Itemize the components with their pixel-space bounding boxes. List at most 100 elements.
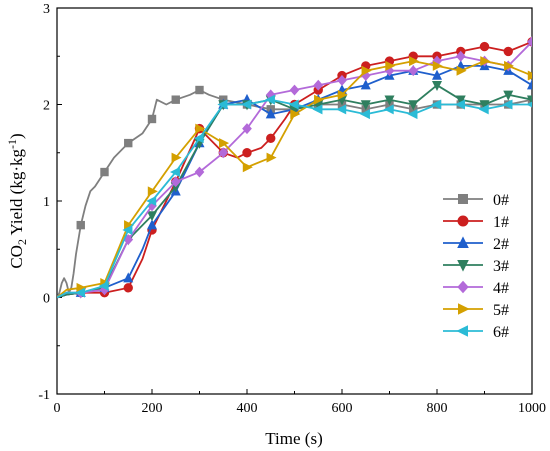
data-point-marker: [265, 108, 276, 119]
x-tick-label: 400: [237, 401, 258, 416]
data-point-marker: [170, 176, 181, 188]
y-tick-label: -1: [38, 388, 50, 403]
legend-item: 3#: [443, 258, 509, 275]
legend-label: 1#: [493, 214, 509, 231]
data-point-marker: [527, 70, 532, 81]
data-point-marker: [455, 95, 466, 106]
data-point-marker: [266, 133, 276, 143]
data-point-marker: [193, 133, 204, 144]
data-point-marker: [383, 104, 394, 115]
data-point-marker: [431, 69, 443, 80]
data-point-marker: [242, 162, 253, 173]
data-point-marker: [408, 100, 419, 111]
data-point-marker: [147, 186, 158, 197]
data-point-marker: [266, 152, 277, 163]
legend-item: 0#: [443, 192, 509, 209]
data-point-marker: [479, 41, 490, 52]
legend-label: 4#: [493, 280, 509, 297]
data-point-marker: [527, 36, 532, 48]
data-point-marker: [218, 147, 229, 159]
data-point-marker: [479, 100, 490, 111]
data-point-marker: [431, 99, 442, 110]
data-point-marker: [385, 60, 396, 71]
data-point-marker: [217, 99, 228, 110]
data-point-marker: [171, 95, 180, 104]
data-point-marker: [502, 99, 513, 110]
data-point-marker: [100, 167, 109, 177]
series-line: [57, 60, 532, 299]
data-point-marker: [359, 109, 370, 120]
data-point-marker: [360, 100, 371, 111]
data-point-marker: [457, 280, 469, 294]
data-point-marker: [337, 74, 347, 86]
data-point-marker: [361, 65, 372, 76]
data-point-marker: [290, 109, 301, 120]
data-point-marker: [407, 109, 418, 120]
data-point-marker: [457, 215, 469, 227]
data-point-marker: [288, 99, 299, 110]
legend: 0# 1# 2# 3# 4# 5# 6#: [443, 192, 509, 341]
data-point-marker: [454, 99, 465, 110]
data-point-marker: [76, 220, 85, 230]
data-point-marker: [409, 56, 420, 67]
x-tick-label: 200: [142, 401, 163, 416]
data-point-marker: [195, 123, 206, 134]
data-point-marker: [431, 81, 443, 92]
series-5: [57, 56, 532, 299]
data-point-marker: [457, 236, 469, 248]
data-point-marker: [458, 303, 470, 315]
legend-item: 2#: [443, 236, 509, 253]
data-point-marker: [146, 195, 157, 207]
series-1: [57, 37, 532, 299]
data-point-marker: [194, 166, 205, 178]
series-4: [57, 36, 532, 299]
x-axis-title: Time (s): [265, 429, 322, 448]
data-point-marker: [314, 94, 325, 105]
y-tick-label: 1: [43, 195, 50, 210]
data-point-marker: [455, 50, 466, 62]
x-tick-label: 600: [332, 401, 353, 416]
data-point-marker: [98, 280, 109, 291]
data-point-marker: [480, 56, 491, 67]
data-point-marker: [360, 79, 371, 90]
data-point-marker: [312, 104, 323, 115]
legend-label: 6#: [493, 324, 509, 341]
data-point-marker: [124, 138, 133, 148]
data-point-marker: [313, 79, 324, 91]
series-line: [57, 40, 532, 299]
data-point-marker: [264, 94, 275, 105]
y-axis-title: CO2 Yield (kg·kg-1): [5, 133, 29, 268]
data-point-marker: [241, 99, 252, 110]
data-point-marker: [456, 65, 467, 76]
data-point-marker: [503, 90, 514, 101]
data-point-marker: [123, 283, 133, 293]
x-tick-label: 1000: [518, 401, 546, 416]
legend-item: 5#: [443, 302, 509, 319]
data-point-marker: [289, 84, 300, 96]
data-point-marker: [432, 60, 443, 71]
x-tick-label: 800: [427, 401, 448, 416]
data-point-marker: [337, 89, 348, 100]
data-point-marker: [146, 219, 158, 230]
data-point-marker: [526, 79, 532, 90]
data-point-marker: [171, 152, 182, 163]
data-point-marker: [147, 114, 157, 124]
data-point-marker: [458, 194, 468, 204]
legend-label: 2#: [493, 236, 509, 253]
data-point-marker: [146, 211, 158, 222]
data-point-marker: [242, 123, 252, 135]
data-point-marker: [219, 138, 230, 149]
legend-item: 1#: [443, 214, 509, 231]
data-point-marker: [74, 287, 85, 298]
data-point-marker: [242, 148, 252, 158]
data-point-marker: [504, 60, 515, 71]
data-point-marker: [384, 95, 395, 106]
y-tick-label: 2: [43, 99, 50, 114]
data-point-marker: [503, 46, 513, 57]
data-point-marker: [408, 65, 419, 77]
data-point-marker: [526, 101, 532, 108]
data-point-marker: [122, 224, 133, 235]
y-tick-label: 3: [43, 2, 50, 17]
legend-label: 5#: [493, 302, 509, 319]
